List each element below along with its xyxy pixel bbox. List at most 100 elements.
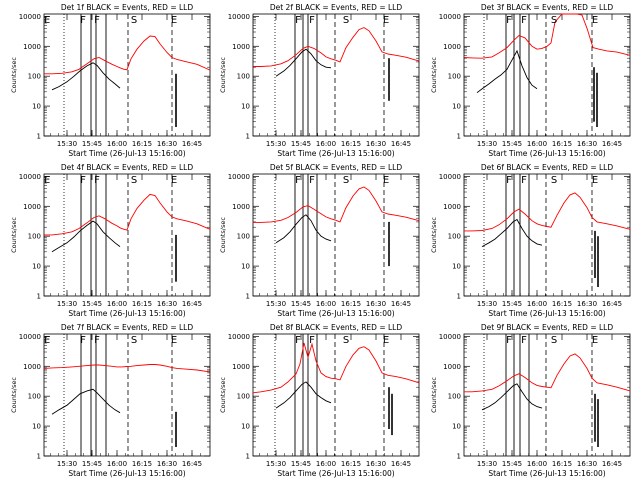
x-tick-label: 16:15: [552, 140, 572, 148]
phase-letter: E: [383, 175, 389, 186]
panel-2: Det 2f BLACK = Events, RED = LLD 1 10 100 10…: [219, 3, 420, 158]
y-tick-label: 1: [457, 293, 461, 301]
x-tick-label: 16:30: [577, 460, 597, 468]
panel-title: Det 8f BLACK = Events, RED = LLD: [270, 323, 403, 332]
x-tick-label: 16:00: [316, 300, 336, 308]
phase-letter: F: [309, 335, 315, 346]
x-tick-label: 16:45: [182, 460, 202, 468]
x-axis-label: Start Time (26-Jul-13 15:16:00): [277, 309, 394, 318]
y-tick-label: 100: [237, 233, 250, 241]
y-tick-label: 1: [457, 133, 461, 141]
series-lld-1: [464, 353, 631, 393]
phase-letter: F: [309, 15, 315, 26]
x-tick-label: 16:15: [552, 300, 572, 308]
x-tick-label: 15:30: [57, 460, 77, 468]
y-tick-label: 1000: [443, 43, 461, 51]
y-axis-label: Counts/sec: [219, 377, 227, 413]
y-axis-label: Counts/sec: [430, 377, 438, 413]
panel-title: Det 3f BLACK = Events, RED = LLD: [481, 3, 614, 12]
plot-frame: [43, 333, 211, 457]
y-axis-label: Counts/sec: [219, 57, 227, 93]
x-tick-label: 15:30: [477, 460, 497, 468]
x-axis-label: Start Time (26-Jul-13 15:16:00): [277, 469, 394, 478]
x-tick-label: 16:00: [316, 460, 336, 468]
x-tick-label: 16:00: [107, 140, 127, 148]
y-tick-label: 1000: [232, 43, 250, 51]
y-tick-label: 10000: [228, 13, 250, 21]
phase-letter: F: [506, 335, 512, 346]
y-tick-label: 1000: [232, 363, 250, 371]
x-axis-label: Start Time (26-Jul-13 15:16:00): [68, 469, 185, 478]
y-tick-label: 10: [452, 263, 461, 271]
x-tick-label: 15:45: [502, 300, 522, 308]
plot-frame: [252, 333, 420, 457]
phase-letter: E: [44, 335, 50, 346]
x-tick-label: 16:00: [527, 460, 547, 468]
x-tick-label: 16:45: [391, 300, 411, 308]
panel-title: Det 7f BLACK = Events, RED = LLD: [61, 323, 194, 332]
phase-letter: F: [94, 335, 100, 346]
panel-7: Det 7f BLACK = Events, RED = LLD 1 10 100 10…: [10, 323, 211, 478]
plot-frame: [463, 13, 631, 137]
x-axis-label: Start Time (26-Jul-13 15:16:00): [488, 149, 605, 158]
series-events-2: [51, 220, 121, 253]
x-tick-label: 16:45: [182, 300, 202, 308]
x-axis-label: Start Time (26-Jul-13 15:16:00): [68, 149, 185, 158]
y-tick-label: 1: [457, 453, 461, 461]
y-tick-label: 10: [32, 263, 41, 271]
x-tick-label: 16:30: [366, 300, 386, 308]
y-axis-label: Counts/sec: [430, 217, 438, 253]
x-tick-label: 16:45: [602, 300, 622, 308]
series-events-2: [481, 218, 543, 247]
panel-title: Det 2f BLACK = Events, RED = LLD: [270, 3, 403, 12]
series-lld-1: [44, 193, 211, 236]
x-tick-label: 15:30: [266, 460, 286, 468]
y-tick-label: 1: [246, 453, 250, 461]
x-axis-label: Start Time (26-Jul-13 15:16:00): [277, 149, 394, 158]
y-tick-label: 100: [448, 233, 461, 241]
series-lld-1: [44, 35, 211, 75]
y-tick-label: 1000: [443, 203, 461, 211]
y-tick-label: 100: [448, 393, 461, 401]
y-tick-label: 10000: [439, 333, 461, 341]
series-events-2: [275, 214, 332, 244]
x-tick-label: 16:45: [602, 140, 622, 148]
y-tick-label: 1: [246, 293, 250, 301]
phase-letter: F: [80, 175, 86, 186]
phase-letter: F: [295, 15, 301, 26]
phase-letter: E: [592, 175, 598, 186]
panel-4: Det 4f BLACK = Events, RED = LLD 1 10 100 10…: [10, 163, 211, 318]
y-axis-label: Counts/sec: [10, 377, 18, 413]
x-tick-label: 16:15: [341, 460, 361, 468]
x-tick-label: 15:30: [266, 300, 286, 308]
x-tick-label: 16:00: [527, 140, 547, 148]
series-lld-1: [463, 13, 631, 59]
plot-frame: [252, 173, 420, 297]
panel-title: Det 5f BLACK = Events, RED = LLD: [270, 163, 403, 172]
phase-letter: F: [521, 335, 527, 346]
phase-letter: E: [44, 15, 50, 26]
x-tick-label: 16:30: [157, 140, 177, 148]
phase-letter: E: [592, 335, 598, 346]
series-lld-1: [43, 364, 211, 373]
phase-letter: S: [551, 15, 557, 26]
y-tick-label: 1: [37, 453, 41, 461]
y-tick-label: 1000: [23, 363, 41, 371]
x-tick-label: 16:30: [366, 140, 386, 148]
y-axis-label: Counts/sec: [430, 57, 438, 93]
panel-1: Det 1f BLACK = Events, RED = LLD 1 10 100 10…: [10, 3, 211, 158]
y-tick-label: 10000: [228, 333, 250, 341]
phase-letter: S: [131, 335, 137, 346]
x-tick-label: 16:30: [577, 140, 597, 148]
phase-letter: F: [506, 15, 512, 26]
x-tick-label: 15:45: [502, 140, 522, 148]
plot-frame: [463, 333, 631, 457]
y-tick-label: 10000: [439, 173, 461, 181]
x-tick-label: 15:30: [57, 300, 77, 308]
phase-letter: S: [551, 175, 557, 186]
panel-9: Det 9f BLACK = Events, RED = LLD 1 10 100 10…: [430, 323, 631, 478]
series-lld-1: [464, 192, 631, 232]
x-tick-label: 15:45: [291, 140, 311, 148]
y-tick-label: 10: [32, 103, 41, 111]
